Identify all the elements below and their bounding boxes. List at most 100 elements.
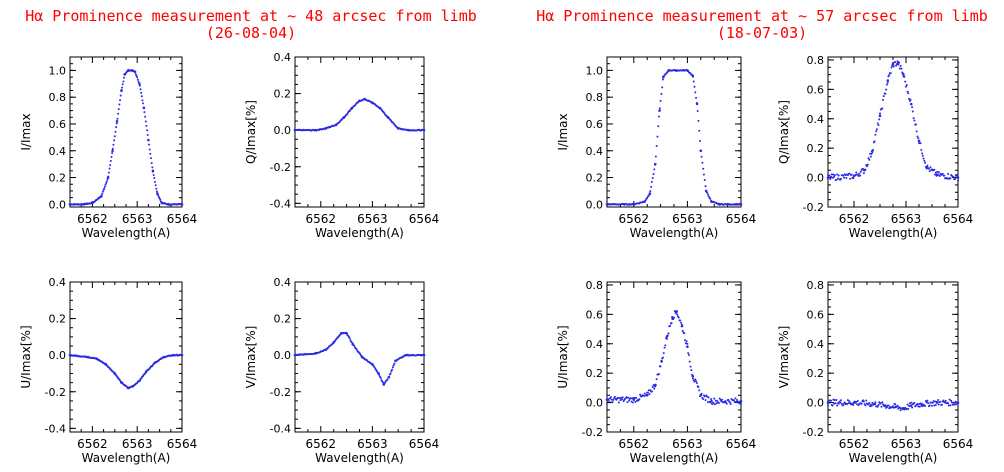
- profile-dot: [621, 396, 624, 399]
- profile-dot: [848, 400, 851, 403]
- profile-dot: [930, 401, 933, 404]
- profile-dot: [862, 172, 865, 175]
- profile-dot: [941, 172, 944, 175]
- x-tick-label: 6564: [943, 437, 974, 451]
- profile-dot: [654, 163, 657, 166]
- profile-dot: [118, 103, 121, 106]
- profile-dot: [423, 128, 425, 131]
- profile-dot: [627, 396, 630, 399]
- profile-dot: [617, 401, 620, 404]
- profile-dot: [673, 310, 676, 313]
- x-tick-label: 6562: [77, 437, 108, 451]
- profile-dot: [931, 401, 934, 404]
- profile-dot: [691, 377, 694, 380]
- profile-dot: [950, 401, 953, 404]
- profile-dot: [669, 325, 672, 328]
- profile-dot: [869, 152, 872, 155]
- profile-dot: [910, 401, 913, 404]
- profile-dot: [933, 168, 936, 171]
- profile-dot: [859, 170, 862, 173]
- profile-dot: [638, 398, 641, 401]
- x-tick-label: 6563: [672, 437, 703, 451]
- profile-dot: [907, 407, 910, 410]
- profile-dot: [917, 137, 920, 140]
- x-axis-label: Wavelength(A): [849, 226, 938, 240]
- profile-dot: [925, 401, 928, 404]
- profile-dot: [910, 103, 913, 106]
- profile-dot: [833, 399, 836, 402]
- profile-dot: [610, 398, 613, 401]
- profile-dot: [695, 101, 698, 104]
- y-tick-label: 0.2: [274, 88, 292, 101]
- profile-dot: [936, 400, 939, 403]
- profile-dot: [909, 98, 912, 101]
- profile-dot: [831, 176, 834, 179]
- data-point: [115, 119, 119, 123]
- profile-dot: [864, 404, 867, 407]
- profile-dot: [827, 174, 829, 177]
- y-tick-label: 0.0: [807, 172, 825, 185]
- profile-dot: [873, 140, 876, 143]
- profile-dot: [944, 399, 947, 402]
- profile-dot: [937, 171, 940, 174]
- x-tick-label: 6563: [672, 212, 703, 226]
- profile-dot: [704, 185, 707, 188]
- y-tick-label: 0.8: [49, 91, 67, 104]
- profile-dot: [660, 92, 663, 95]
- profile-dot: [379, 376, 382, 379]
- profile-dot: [717, 401, 720, 404]
- profile-dot: [852, 403, 855, 406]
- profile-dot: [103, 185, 106, 188]
- profile-dot: [391, 368, 394, 371]
- x-axis-label: Wavelength(A): [630, 226, 719, 240]
- y-tick-label: 0.8: [586, 279, 604, 292]
- profile-dot: [120, 90, 123, 93]
- profile-dot: [919, 142, 922, 145]
- profile-dot: [650, 185, 653, 188]
- y-axis-label: I/Imax: [19, 113, 33, 150]
- y-axis-label: I/Imax: [556, 113, 570, 150]
- profile-dot: [699, 140, 702, 143]
- profile-dot: [862, 168, 865, 171]
- profile-dot: [862, 400, 865, 403]
- panel-right-Q: 6562 6563 6564 -0.2 0.0 0.2 0.4 0.6 0.8 Wavelengt…: [777, 54, 973, 240]
- profile-dot: [651, 177, 654, 180]
- profile-dot: [652, 172, 655, 175]
- profile-dot: [954, 400, 957, 403]
- profile-dot: [850, 173, 853, 176]
- profile-dot: [877, 124, 880, 127]
- profile-dot: [903, 408, 906, 411]
- profile-dot: [887, 404, 890, 407]
- profile-dot: [733, 400, 736, 403]
- profile-dot: [950, 399, 953, 402]
- profile-dot: [696, 109, 699, 112]
- y-axis-label: U/Imax[%]: [19, 325, 33, 388]
- profile-dot: [140, 91, 143, 94]
- profile-dot: [113, 135, 116, 138]
- profile-dot: [937, 403, 940, 406]
- x-axis-label: Wavelength(A): [630, 451, 719, 465]
- profile-dot: [871, 151, 874, 154]
- profile-dot: [680, 323, 683, 326]
- profile-dot: [943, 174, 946, 177]
- title-left-line2: (26-08-04): [205, 24, 297, 42]
- plot-frame: [69, 56, 183, 208]
- profile-dot: [100, 194, 103, 197]
- panel-left-Q: 6562 6563 6564 -0.4 -0.2 0.0 0.2 0.4 Wavelength(…: [244, 51, 439, 240]
- profile-dot: [866, 165, 868, 168]
- profile-dot: [703, 178, 706, 181]
- profile-dot: [107, 175, 110, 178]
- y-tick-label: -0.2: [270, 161, 291, 174]
- profile-dot: [914, 123, 917, 126]
- profile-dot: [852, 177, 855, 180]
- profile-dot: [113, 139, 116, 142]
- profile-dot: [864, 168, 867, 171]
- y-tick-label: 0.0: [807, 397, 825, 410]
- y-tick-label: 0.4: [49, 276, 67, 289]
- profile-dot: [691, 373, 694, 376]
- profile-dot: [670, 321, 673, 324]
- profile-dot: [870, 152, 873, 155]
- profile-dot: [833, 402, 836, 405]
- profile-dot: [860, 402, 863, 405]
- profile-dot: [955, 173, 958, 176]
